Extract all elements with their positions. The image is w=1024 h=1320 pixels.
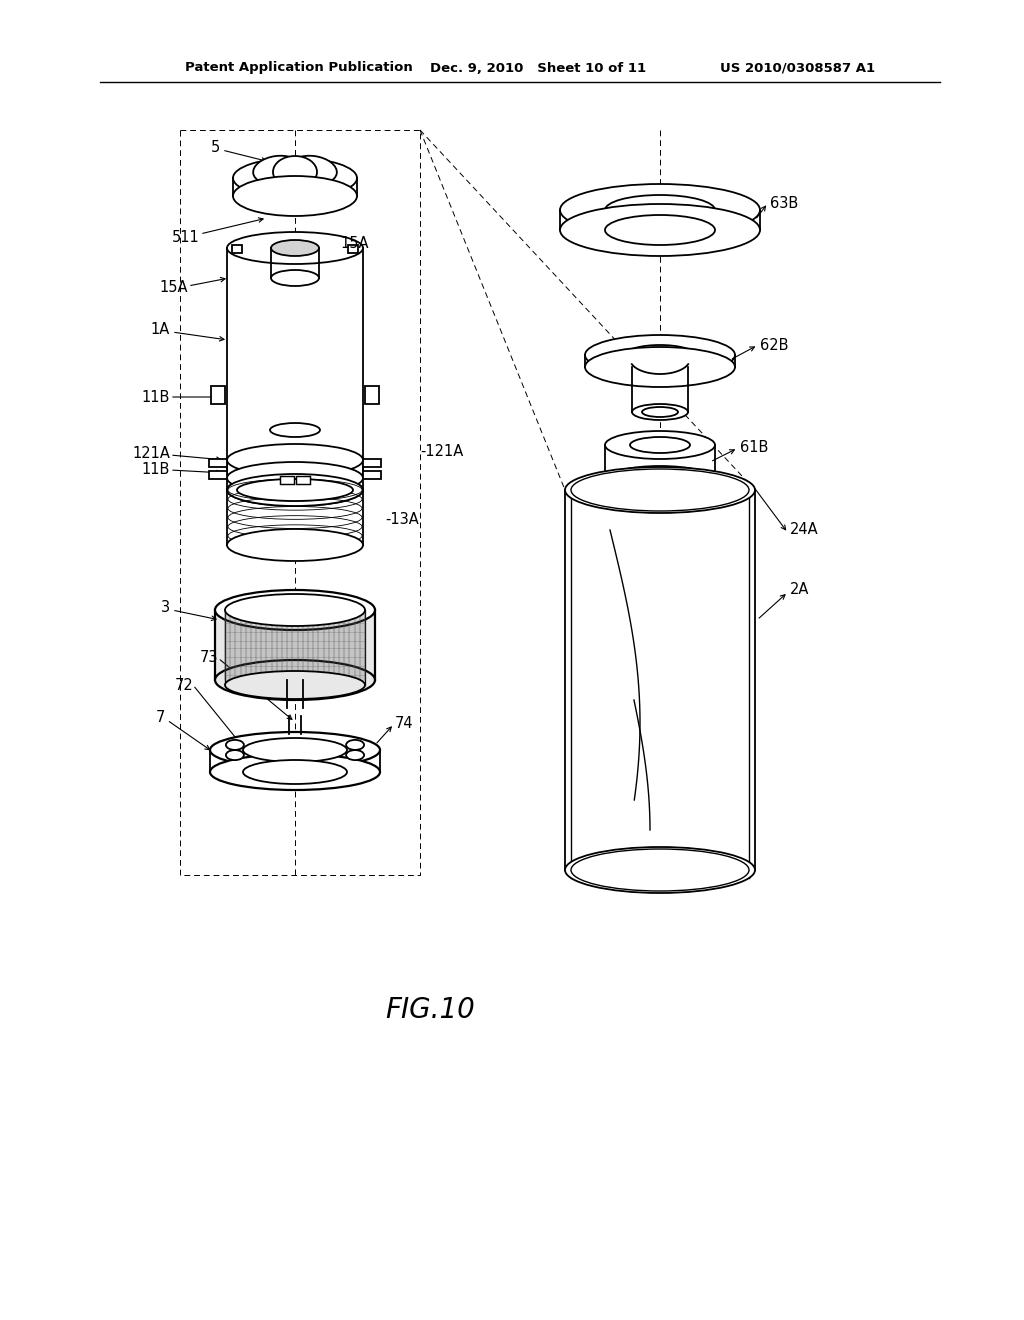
Text: 11B: 11B [141,389,170,404]
Ellipse shape [625,345,695,366]
Text: 121A: 121A [132,446,170,462]
Ellipse shape [565,847,755,894]
Bar [215,610,375,680]
Ellipse shape [585,335,735,375]
Bar [210,750,380,772]
Ellipse shape [227,232,362,264]
Bar [227,248,362,490]
Ellipse shape [585,347,735,387]
Bar [209,471,227,479]
Ellipse shape [605,215,715,246]
Bar [232,246,242,253]
Bar [211,385,225,404]
Ellipse shape [227,529,362,561]
Bar [296,477,310,484]
Bar [280,477,294,484]
Ellipse shape [226,741,244,750]
Text: 15A: 15A [340,236,369,252]
Text: 61B: 61B [740,441,768,455]
Ellipse shape [225,594,365,626]
Ellipse shape [227,444,362,477]
Ellipse shape [571,849,749,891]
Bar [348,246,358,253]
Text: -13A: -13A [385,512,419,528]
Text: 62B: 62B [760,338,788,352]
Ellipse shape [270,422,319,437]
Ellipse shape [605,466,715,494]
Ellipse shape [227,474,362,506]
Ellipse shape [346,750,365,760]
Text: 11B: 11B [141,462,170,478]
Text: Patent Application Publication: Patent Application Publication [185,62,413,74]
Text: 511: 511 [172,231,200,246]
Text: 73: 73 [200,651,218,665]
Text: 15A: 15A [160,281,188,296]
Ellipse shape [225,671,365,700]
Ellipse shape [565,467,755,513]
Text: Dec. 9, 2010   Sheet 10 of 11: Dec. 9, 2010 Sheet 10 of 11 [430,62,646,74]
Text: 63B: 63B [770,195,799,210]
Ellipse shape [237,479,353,502]
Ellipse shape [210,733,380,768]
Ellipse shape [605,432,715,459]
Ellipse shape [233,158,357,198]
Bar [632,367,688,412]
Ellipse shape [630,473,690,488]
Bar [605,445,715,480]
Ellipse shape [630,437,690,453]
Text: 5: 5 [211,140,220,156]
Text: US 2010/0308587 A1: US 2010/0308587 A1 [720,62,876,74]
Ellipse shape [233,176,357,216]
Text: 2A: 2A [790,582,809,598]
Ellipse shape [560,183,760,236]
Bar [209,459,227,467]
Ellipse shape [289,156,337,185]
Text: FIG.10: FIG.10 [385,997,475,1024]
Text: -121A: -121A [420,445,463,459]
Ellipse shape [632,404,688,420]
Text: 74: 74 [395,717,414,731]
Ellipse shape [273,156,317,187]
Ellipse shape [210,754,380,789]
Ellipse shape [271,271,319,286]
Bar [565,490,755,870]
Bar [227,490,362,545]
Text: 7: 7 [156,710,165,726]
Ellipse shape [227,462,362,494]
Bar [362,471,381,479]
Bar [362,459,381,467]
Ellipse shape [243,738,347,762]
Text: 24A: 24A [790,523,818,537]
Bar [560,210,760,230]
Ellipse shape [226,750,244,760]
Text: 3: 3 [161,601,170,615]
Ellipse shape [243,760,347,784]
Ellipse shape [215,660,375,700]
Ellipse shape [642,407,678,417]
Ellipse shape [227,474,362,506]
Ellipse shape [571,469,749,511]
Ellipse shape [271,240,319,256]
Text: 1A: 1A [151,322,170,338]
Bar [365,385,379,404]
Ellipse shape [346,741,365,750]
Ellipse shape [560,205,760,256]
Ellipse shape [605,195,715,224]
Ellipse shape [253,156,301,185]
Text: 72: 72 [174,677,193,693]
Ellipse shape [215,590,375,630]
